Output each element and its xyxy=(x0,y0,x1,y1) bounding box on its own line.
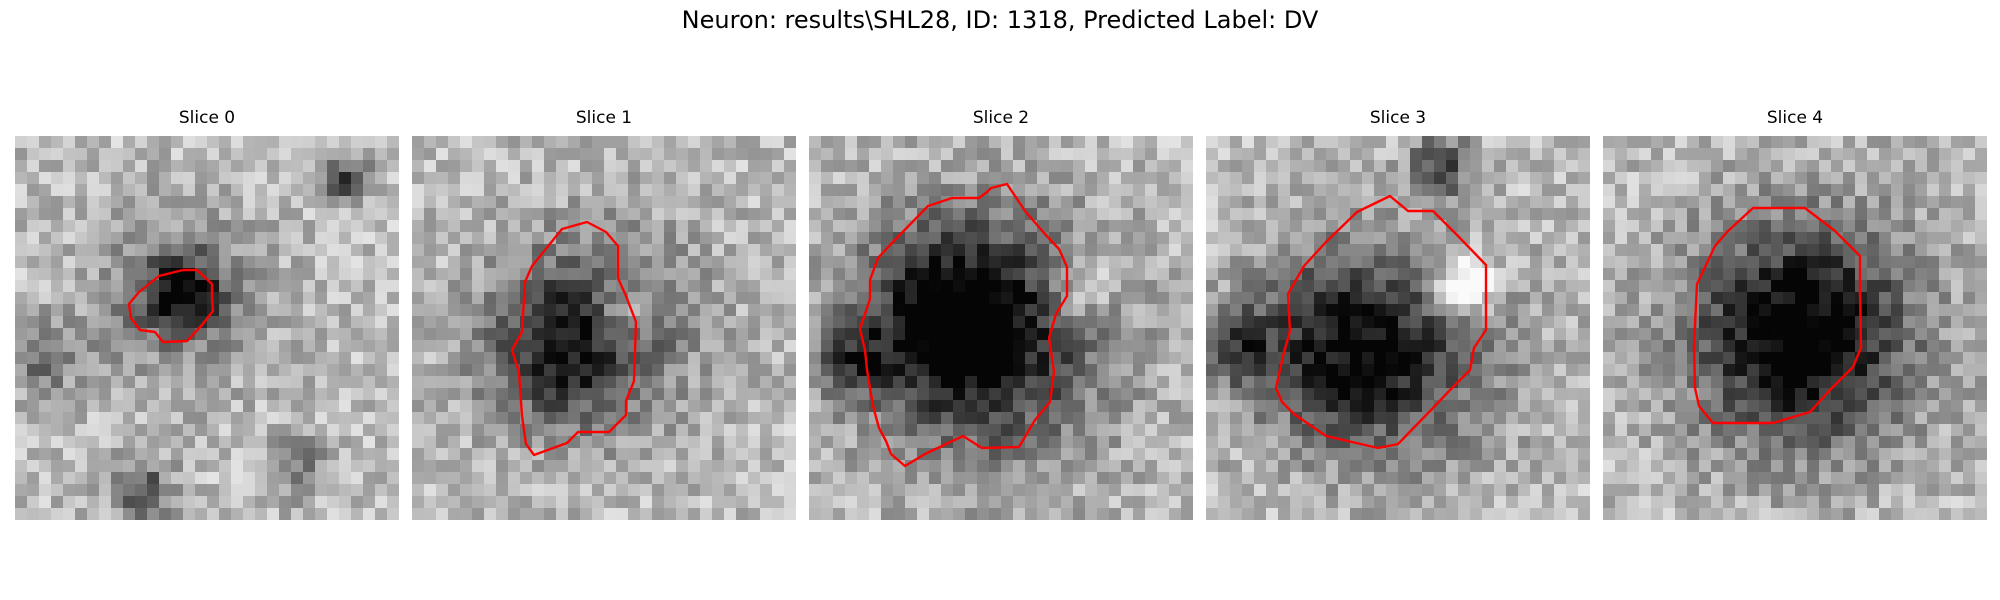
slice-image-2 xyxy=(809,136,1193,520)
roi-contour xyxy=(510,220,638,457)
slice-image-4 xyxy=(1603,136,1987,520)
roi-contour xyxy=(858,182,1069,468)
roi-contour xyxy=(1692,206,1863,425)
figure-title: Neuron: results\SHL28, ID: 1318, Predict… xyxy=(681,6,1319,34)
slice-title-1: Slice 1 xyxy=(575,108,633,128)
roi-contour xyxy=(1274,194,1488,450)
grayscale-pixels xyxy=(412,136,796,520)
slice-image-1 xyxy=(412,136,796,520)
grayscale-pixels xyxy=(1603,136,1987,520)
grayscale-pixels xyxy=(15,136,399,520)
grayscale-pixels xyxy=(1206,136,1590,520)
slice-title-2: Slice 2 xyxy=(972,108,1030,128)
slice-title-0: Slice 0 xyxy=(178,108,236,128)
slice-title-3: Slice 3 xyxy=(1369,108,1427,128)
grayscale-pixels xyxy=(809,136,1193,520)
slice-title-4: Slice 4 xyxy=(1766,108,1824,128)
slice-image-3 xyxy=(1206,136,1590,520)
roi-contour xyxy=(127,268,215,344)
slice-image-0 xyxy=(15,136,399,520)
